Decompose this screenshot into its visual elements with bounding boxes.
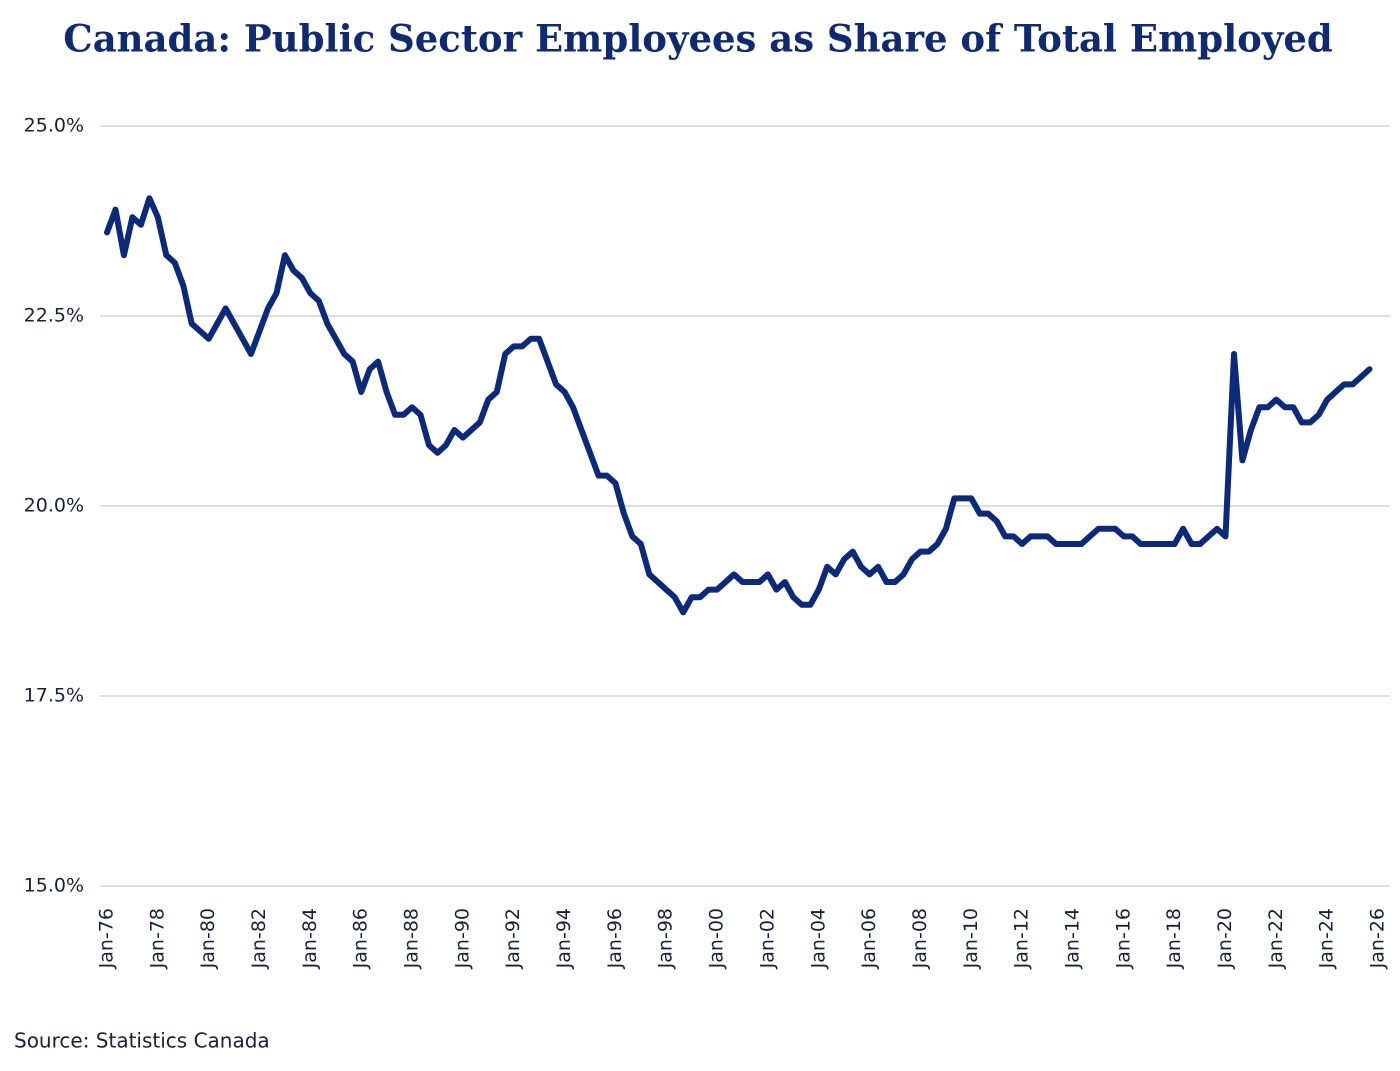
x-tick-label: Jan-98: [655, 908, 677, 969]
x-tick-label: Jan-04: [807, 908, 829, 969]
x-tick-label: Jan-88: [401, 908, 423, 969]
y-tick-label: 20.0%: [24, 495, 84, 517]
x-tick-label: Jan-20: [1214, 908, 1236, 969]
x-tick-label: Jan-86: [350, 908, 372, 969]
y-tick-label: 17.5%: [24, 685, 84, 707]
x-tick-label: Jan-02: [756, 908, 778, 969]
x-tick-label: Jan-94: [553, 908, 575, 969]
x-tick-label: Jan-76: [96, 908, 118, 969]
x-tick-label: Jan-10: [960, 908, 982, 969]
x-tick-label: Jan-26: [1367, 908, 1389, 969]
x-tick-label: Jan-12: [1011, 908, 1033, 969]
x-tick-label: Jan-90: [451, 908, 473, 969]
x-tick-label: Jan-08: [909, 908, 931, 969]
x-tick-label: Jan-84: [299, 908, 321, 969]
x-tick-label: Jan-78: [146, 908, 168, 969]
x-tick-label: Jan-22: [1265, 908, 1287, 969]
y-tick-label: 15.0%: [24, 875, 84, 897]
x-tick-label: Jan-24: [1316, 908, 1338, 969]
source-note: Source: Statistics Canada: [14, 1029, 270, 1053]
x-tick-label: Jan-80: [197, 908, 219, 969]
x-tick-label: Jan-06: [858, 908, 880, 969]
y-tick-label: 22.5%: [24, 305, 84, 327]
x-tick-label: Jan-96: [604, 908, 626, 969]
chart-title: Canada: Public Sector Employees as Share…: [63, 17, 1333, 61]
x-tick-label: Jan-00: [706, 908, 728, 969]
x-tick-label: Jan-92: [502, 908, 524, 969]
x-tick-label: Jan-16: [1112, 908, 1134, 969]
x-tick-label: Jan-14: [1061, 908, 1083, 969]
data-line: [104, 195, 1373, 616]
x-tick-label: Jan-18: [1163, 908, 1185, 969]
y-tick-label: 25.0%: [24, 115, 84, 137]
x-tick-label: Jan-82: [248, 908, 270, 969]
